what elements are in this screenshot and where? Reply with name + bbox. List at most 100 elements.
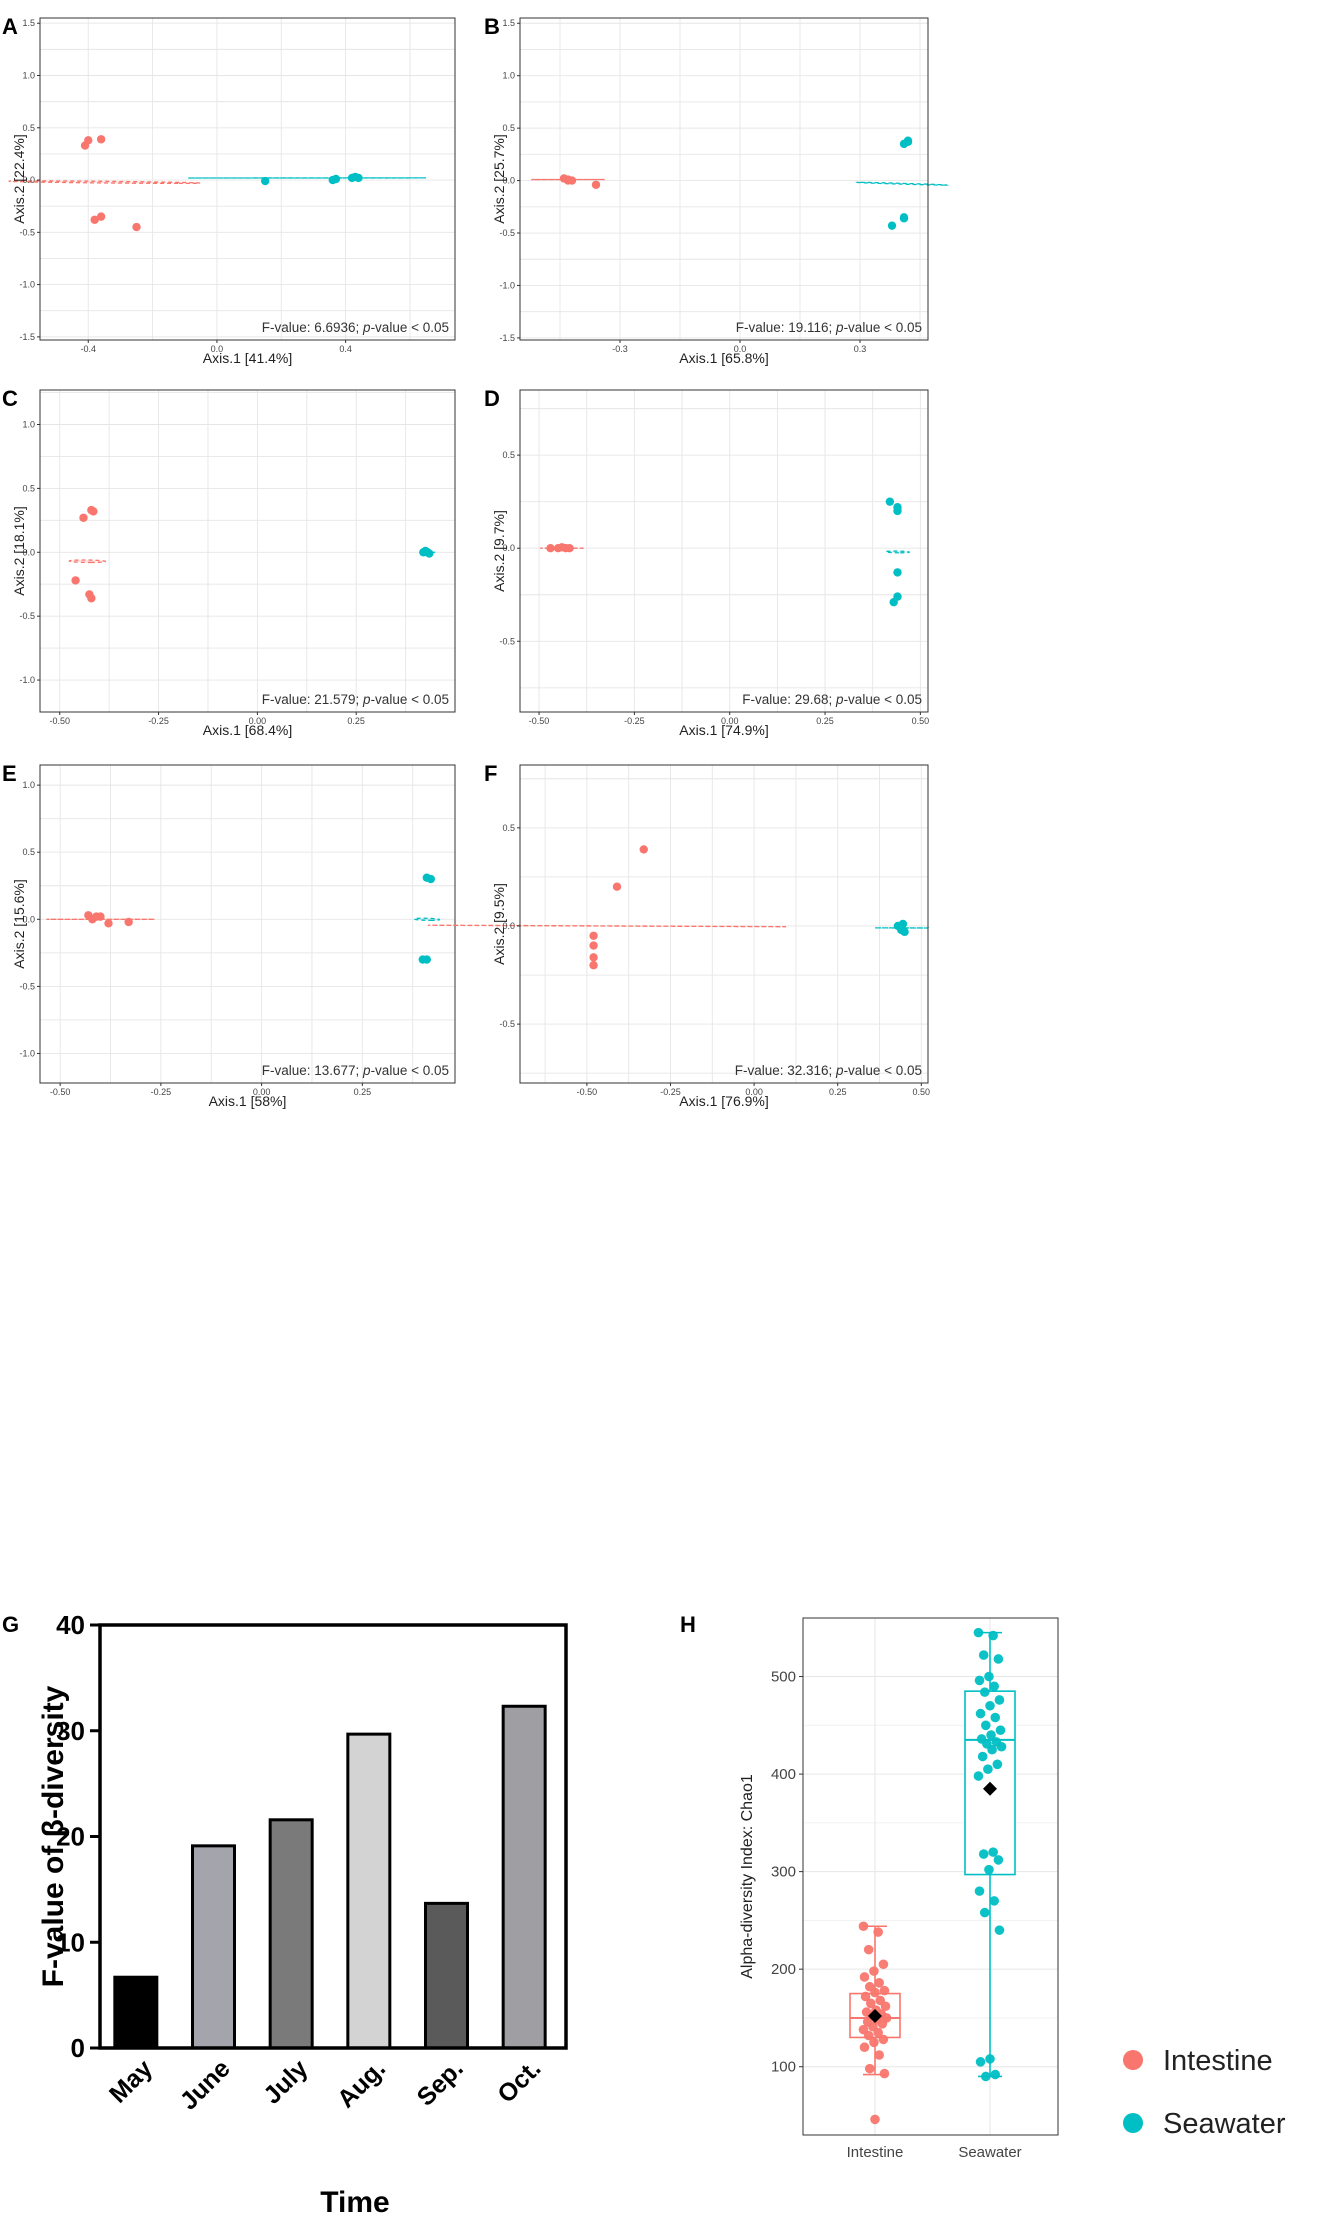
- legend-label: Intestine: [1163, 2045, 1273, 2077]
- data-point-intestine: [864, 2063, 875, 2074]
- y-tick-label: 400: [771, 1766, 796, 1783]
- data-point-seawater: [989, 1681, 999, 1692]
- data-point-intestine: [96, 912, 105, 921]
- data-point-intestine: [877, 2018, 888, 2029]
- y-tick-label: 0.0: [502, 176, 515, 186]
- y-axis-label: Alpha-diversity Index: Chao1: [739, 1774, 756, 1979]
- data-point-seawater: [986, 1730, 996, 1740]
- bar-july: [268, 1818, 314, 2050]
- data-point-intestine: [863, 2030, 874, 2041]
- plot-frame: [98, 1623, 568, 2050]
- panel-e: E -0.50 -0.25 0.00 0.25 -1.0 -0.5 0.0 0.5 1.0 Axis…: [2, 761, 456, 1109]
- x-tick-label: -0.25: [151, 1087, 172, 1097]
- plot-background: [803, 1618, 1058, 2135]
- y-tick-label: 20: [56, 1822, 85, 1852]
- y-tick-label: 0.5: [502, 123, 515, 133]
- x-tick-label: -0.25: [624, 716, 645, 726]
- data-point-seawater: [898, 919, 908, 929]
- stat-p: p: [835, 692, 844, 707]
- plot-background: [40, 18, 455, 340]
- stat-p: p: [362, 320, 371, 335]
- stat-suffix: -value < 0.05: [844, 692, 922, 707]
- confidence-ellipse-seawater: [855, 181, 949, 186]
- y-tick-label: 200: [771, 1961, 796, 1978]
- plot-frame: [519, 389, 929, 713]
- x-tick-label: -0.50: [50, 716, 71, 726]
- stat-suffix: -value < 0.05: [371, 320, 449, 335]
- plot-frame: [39, 764, 456, 1084]
- x-tick-label: 0.4: [339, 344, 352, 354]
- y-axis-label: Axis.2 [25.7%]: [491, 134, 507, 224]
- data-point-seawater: [975, 2057, 986, 2067]
- y-tick-label: 0.5: [22, 847, 35, 857]
- y-axis-label: Axis.2 [15.6%]: [11, 879, 27, 969]
- x-tick-label: 0.25: [354, 1087, 372, 1097]
- y-tick-label: 30: [56, 1716, 85, 1746]
- plot-frame: [519, 764, 929, 1084]
- y-tick-label: 10: [56, 1927, 85, 1957]
- bar-june: [191, 1844, 236, 2050]
- data-point-intestine: [589, 961, 598, 970]
- confidence-ellipse-intestine: [8, 180, 201, 185]
- y-tick-label: 1.0: [22, 780, 35, 790]
- legend-label: Seawater: [1163, 2108, 1286, 2140]
- y-tick-label: -1.0: [19, 280, 35, 290]
- bar-sep: [424, 1901, 469, 2050]
- data-point-seawater: [994, 1695, 1005, 1705]
- plot-background: [40, 390, 455, 712]
- plot-background: [520, 390, 928, 712]
- y-tick-label: 40: [56, 1610, 85, 1640]
- bar-oct: [501, 1704, 547, 2050]
- x-tick-label: -0.50: [50, 1087, 71, 1097]
- y-axis-label: Axis.2 [9.7%]: [491, 510, 507, 592]
- x-tick-label: 0.50: [912, 716, 930, 726]
- category-label: Seawater: [958, 2144, 1021, 2161]
- x-axis-label: Time: [320, 2186, 389, 2215]
- data-point-seawater: [990, 1712, 1001, 1723]
- category-label: Oct.: [492, 2054, 546, 2108]
- data-point-intestine: [84, 136, 93, 145]
- data-point-intestine: [879, 1985, 890, 1996]
- category-label: Intestine: [847, 2144, 904, 2161]
- data-point-intestine: [866, 1998, 876, 2009]
- panel-b: B -0.3 0.0 0.3 -1.5 -1.0 -0.5 0.0 0.5 1.0 1.5 Axis.…: [484, 14, 949, 366]
- x-tick-label: 0.25: [829, 1087, 847, 1097]
- x-tick-label: 0.0: [211, 344, 224, 354]
- data-point-seawater: [900, 927, 909, 937]
- data-point-intestine: [639, 845, 648, 854]
- data-point-seawater: [993, 1654, 1004, 1664]
- data-point-seawater: [426, 874, 436, 884]
- x-axis-label: Axis.1 [58%]: [209, 1093, 287, 1109]
- data-point-intestine: [870, 1987, 880, 1998]
- data-point-intestine: [858, 1921, 869, 1932]
- plot-frame: [519, 17, 929, 341]
- data-point-seawater: [354, 173, 363, 183]
- panel-label: G: [2, 1612, 19, 1637]
- data-point-seawater: [893, 506, 902, 516]
- data-point-intestine: [879, 2068, 890, 2079]
- data-point-intestine: [79, 513, 88, 522]
- x-tick-label: -0.3: [612, 344, 628, 354]
- data-point-intestine: [869, 2037, 879, 2048]
- data-point-intestine: [873, 1927, 883, 1937]
- mean-marker: [983, 1781, 997, 1796]
- data-point-seawater: [989, 1896, 999, 1906]
- plot-background: [40, 765, 455, 1083]
- category-label: Sep.: [412, 2054, 469, 2111]
- x-axis-label: Axis.1 [68.4%]: [203, 722, 293, 738]
- data-point-intestine: [612, 882, 622, 891]
- x-tick-label: 0.25: [347, 716, 365, 726]
- data-point-intestine: [874, 2050, 884, 2060]
- data-point-seawater: [990, 2069, 1001, 2080]
- data-point-seawater: [992, 1759, 1003, 1770]
- confidence-ellipse-seawater: [413, 917, 441, 922]
- data-point-seawater: [978, 1650, 989, 1660]
- data-point-seawater: [974, 1675, 985, 1686]
- panel-label: C: [2, 386, 18, 411]
- x-axis-label: Axis.1 [76.9%]: [679, 1093, 769, 1109]
- data-point-intestine: [589, 953, 598, 962]
- y-tick-label: -1.0: [499, 280, 515, 290]
- stat-prefix: F-value: 29.68;: [742, 692, 836, 707]
- x-tick-label: 0.50: [913, 1087, 931, 1097]
- x-tick-label: -0.4: [80, 344, 96, 354]
